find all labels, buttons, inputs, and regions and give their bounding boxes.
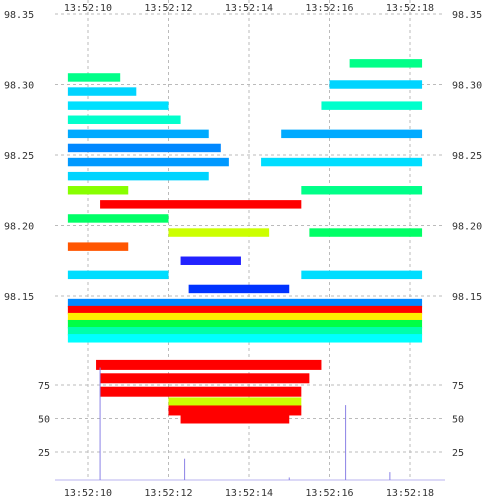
- heatmap-band: [67, 242, 129, 251]
- heatmap-band: [301, 186, 423, 195]
- heatmap-band: [67, 87, 137, 96]
- x-tick-label-bottom: 13:52:16: [305, 488, 353, 499]
- x-tick-label-top: 13:52:12: [144, 3, 192, 14]
- heatmap-band: [67, 298, 423, 308]
- heatmap-band: [180, 256, 241, 265]
- heatmap-band: [67, 186, 129, 195]
- x-tick-label-top: 13:52:18: [386, 3, 434, 14]
- heatmap-band: [261, 157, 423, 167]
- volume-bars: [96, 359, 322, 424]
- axis-tick-labels: 13:52:10 13:52:10 13:52:12 13:52:12 13:52:14…: [4, 3, 482, 499]
- x-tick-label-top: 13:52:14: [225, 3, 273, 14]
- x-tick-label-bottom: 13:52:10: [64, 488, 112, 499]
- heatmap-band: [67, 305, 423, 315]
- volume-tick-label-right: 75: [452, 381, 464, 392]
- y-tick-label-right: 98.30: [452, 81, 482, 92]
- heatmap-band: [67, 214, 169, 223]
- volume-bar: [100, 373, 310, 384]
- heatmap-bands: [67, 59, 423, 343]
- heatmap-band: [329, 80, 423, 89]
- heatmap-band: [67, 143, 221, 153]
- y-tick-label-right: 98.15: [452, 292, 482, 303]
- volume-tick-label-left: 50: [38, 415, 50, 426]
- heatmap-band: [67, 171, 209, 181]
- x-tick-label-top: 13:52:16: [305, 3, 353, 14]
- heatmap-band: [67, 312, 423, 322]
- heatmap-band: [67, 270, 169, 280]
- volume-bar: [168, 405, 302, 416]
- y-tick-label-left: 98.15: [4, 292, 34, 303]
- y-tick-label-left: 98.30: [4, 81, 34, 92]
- volume-tick-label-right: 50: [452, 415, 464, 426]
- volume-bar: [96, 359, 322, 370]
- heatmap-band: [67, 129, 209, 139]
- volume-tick-label-left: 25: [38, 448, 50, 459]
- heatmap-band: [168, 228, 270, 237]
- x-tick-label-bottom: 13:52:18: [386, 488, 434, 499]
- heatmap-band: [188, 284, 290, 294]
- y-tick-label-right: 98.25: [452, 151, 482, 162]
- y-tick-label-left: 98.20: [4, 222, 34, 233]
- heatmap-band: [67, 157, 229, 167]
- y-tick-label-right: 98.20: [452, 222, 482, 233]
- volume-tick-label-right: 25: [452, 448, 464, 459]
- heatmap-band: [67, 334, 423, 343]
- x-tick-label-bottom: 13:52:12: [144, 488, 192, 499]
- heatmap-band: [67, 319, 423, 329]
- heatmap-band: [67, 115, 181, 124]
- y-tick-label-left: 98.35: [4, 10, 34, 21]
- heatmap-band: [309, 228, 423, 237]
- heatmap-band: [100, 200, 302, 209]
- heatmap-band: [301, 270, 423, 280]
- heatmap-band: [349, 59, 423, 68]
- x-tick-label-bottom: 13:52:14: [225, 488, 273, 499]
- heatmap-band: [281, 129, 423, 139]
- heatmap-band: [67, 327, 423, 336]
- volume-tick-label-left: 75: [38, 381, 50, 392]
- volume-bar: [180, 413, 290, 424]
- y-tick-label-right: 98.35: [452, 10, 482, 21]
- y-tick-label-left: 98.25: [4, 151, 34, 162]
- x-tick-label-top: 13:52:10: [64, 3, 112, 14]
- volume-bar: [100, 386, 302, 397]
- volume-bar: [168, 397, 302, 408]
- heatmap-band: [67, 73, 121, 82]
- heatmap-band: [67, 101, 169, 110]
- trade-spikes: [55, 367, 445, 481]
- heatmap-band: [321, 101, 423, 110]
